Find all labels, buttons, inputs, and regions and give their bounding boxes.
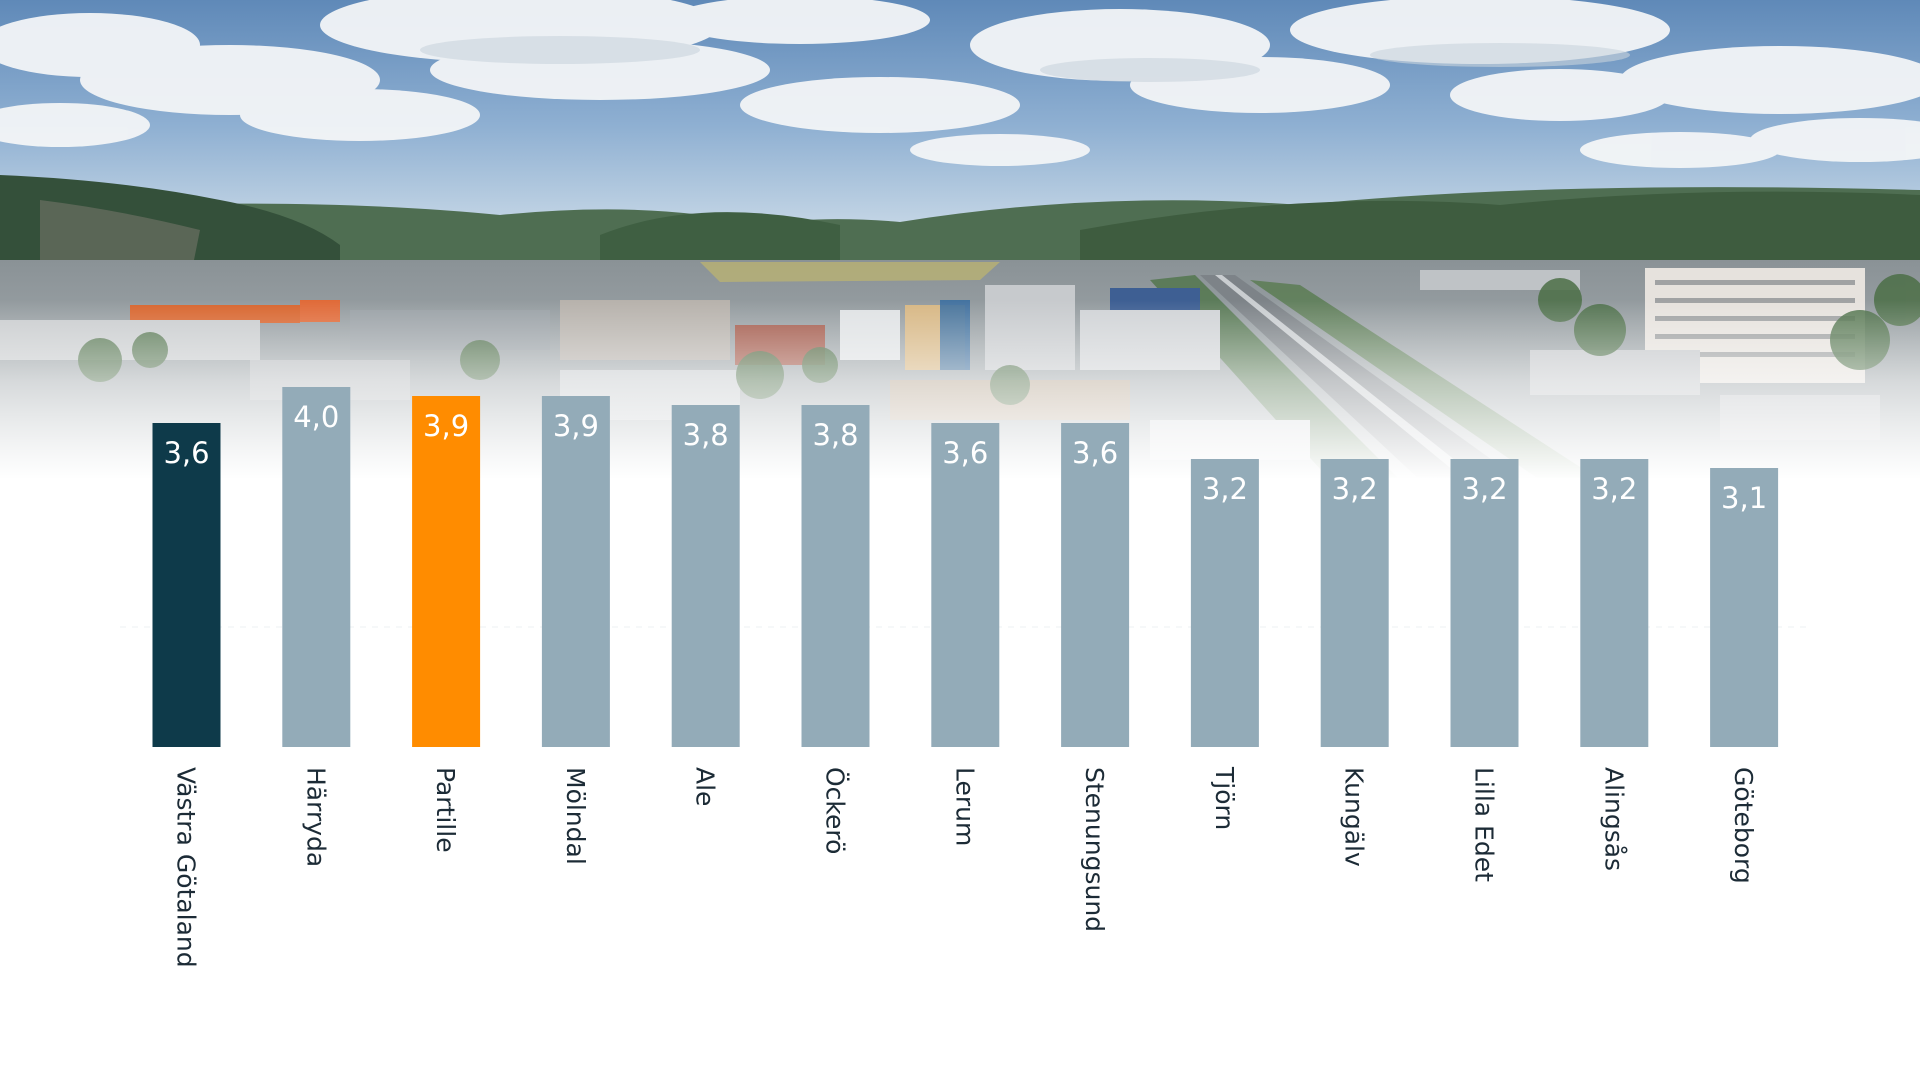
bar [1320,459,1389,747]
bar [1061,423,1130,747]
bar-value-label: 3,2 [1591,472,1637,506]
bar-value-label: 3,2 [1461,472,1507,506]
bar [1710,468,1779,747]
bar-value-label: 3,8 [812,418,858,452]
category-labels: Västra Götaland Härryda Partille Mölndal Ale… [172,766,1759,968]
bar [282,387,351,747]
bar [412,396,481,747]
bar [1580,459,1649,747]
bar [1450,459,1519,747]
bar-value-label: 3,6 [942,436,988,470]
bar-value-label: 3,9 [423,409,469,443]
category-label: Tjörn [1210,766,1239,830]
bar [931,423,1000,747]
bar-value-label: 3,2 [1332,472,1378,506]
category-label: Lilla Edet [1470,767,1499,882]
category-label: Ale [691,767,720,806]
value-labels: 3,6 4,0 3,9 3,9 3,8 3,8 3,6 3,6 3,2 3,2 3,2 3,2 3,1 [163,400,1767,515]
category-label: Lerum [950,767,979,846]
category-label: Alingsås [1599,767,1628,871]
category-label: Göteborg [1729,767,1758,884]
bar [541,396,610,747]
bar-value-label: 3,2 [1202,472,1248,506]
bar-value-label: 3,6 [163,436,209,470]
category-label: Partille [431,767,460,853]
bar-value-label: 4,0 [293,400,339,434]
category-label: Kungälv [1340,767,1369,867]
category-label: Stenungsund [1080,767,1109,932]
category-label: Öckerö [821,767,850,854]
category-label: Härryda [301,767,330,867]
bar [671,405,740,747]
bar-value-label: 3,6 [1072,436,1118,470]
bar [801,405,870,747]
category-label: Mölndal [561,767,590,865]
bar-value-label: 3,9 [553,409,599,443]
bar-value-label: 3,8 [683,418,729,452]
bar [152,423,221,747]
category-label: Västra Götaland [172,767,201,968]
bars [152,387,1779,747]
bar [1190,459,1259,747]
bar-value-label: 3,1 [1721,481,1767,515]
